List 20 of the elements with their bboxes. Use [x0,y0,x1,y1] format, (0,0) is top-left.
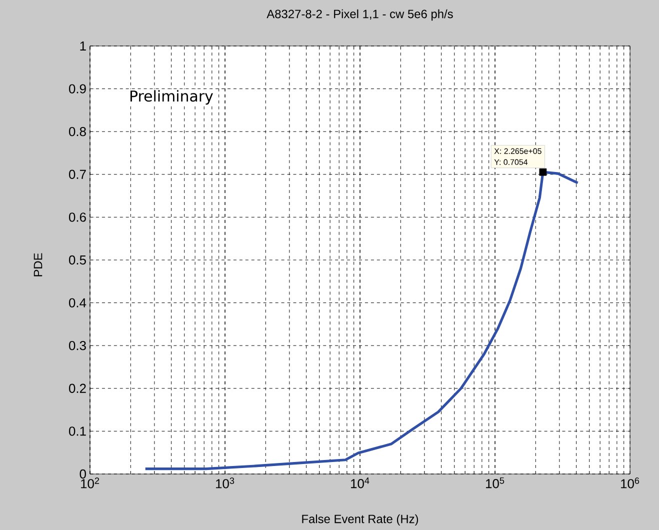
y-tick-label: 0.3 [68,340,86,350]
y-tick-label: 0.6 [68,212,86,222]
y-tick-label: 1 [80,42,86,50]
y-tick-label: 0 [80,469,86,479]
y-tick-label: 0.2 [68,384,86,393]
annotation: Preliminary [130,90,213,105]
y-tick-label: 0.7 [68,170,86,179]
y-tick-label: 0.4 [68,298,86,308]
y-axis-title: PDE [34,253,42,276]
x-tick-label: 10$^{5}$ [486,478,504,488]
x-tick-label: 10$^{2}$ [81,478,100,488]
y-tick-label: 0.5 [68,255,86,265]
chart-title: A8327-8-2 - Pixel 1,1 - cw 5e6 ph/s [266,9,453,21]
y-tick-label: 0.9 [68,84,86,94]
x-tick-label: 10$^{3}$ [216,478,234,488]
x-axis-title: False Event Rate (Hz) [302,514,418,526]
y-tick-label: 0.1 [68,426,86,436]
y-tick-label: 0.8 [68,126,86,136]
x-tick-label: 10$^{6}$ [621,478,640,488]
x-tick-label: 10$^{4}$ [351,478,370,488]
